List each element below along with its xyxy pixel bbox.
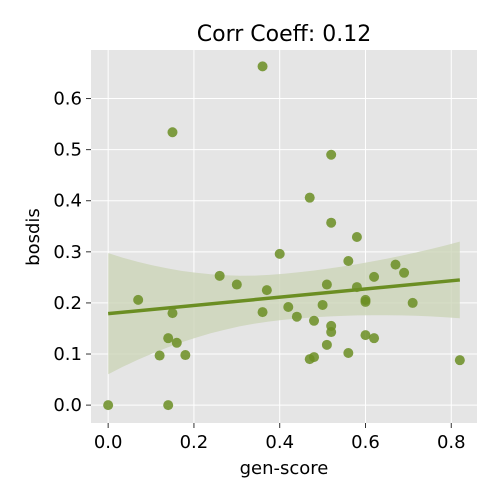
- data-point-10: [231, 279, 242, 290]
- y-tick-label-6: 0.6: [53, 89, 82, 110]
- y-tick-label-1: 0.1: [53, 344, 82, 365]
- data-point-37: [390, 259, 401, 270]
- data-point-8: [180, 350, 191, 361]
- data-point-36: [369, 333, 380, 344]
- data-point-24: [326, 149, 337, 160]
- data-point-27: [326, 327, 337, 338]
- data-point-22: [321, 279, 332, 290]
- data-point-29: [343, 347, 354, 358]
- data-point-0: [103, 400, 114, 411]
- data-point-19: [309, 315, 320, 326]
- data-point-33: [360, 296, 371, 307]
- y-tick-label-4: 0.4: [53, 191, 82, 212]
- x-tick-label-1: 0.2: [180, 432, 209, 453]
- data-point-17: [304, 192, 315, 203]
- data-point-35: [369, 271, 380, 282]
- data-point-23: [321, 339, 332, 350]
- data-point-39: [407, 297, 418, 308]
- data-point-5: [167, 127, 178, 138]
- y-tick-label-3: 0.3: [53, 242, 82, 263]
- data-point-4: [163, 400, 174, 411]
- data-point-12: [257, 307, 268, 318]
- data-points: [103, 61, 465, 411]
- data-point-38: [399, 267, 410, 278]
- data-point-2: [154, 350, 165, 361]
- x-tick-label-3: 0.6: [351, 432, 380, 453]
- data-point-3: [163, 333, 174, 344]
- data-point-40: [454, 355, 465, 366]
- data-point-15: [283, 302, 294, 313]
- data-point-21: [317, 299, 328, 310]
- chart-title: Corr Coeff: 0.12: [197, 22, 371, 47]
- x-tick-label-2: 0.4: [265, 432, 294, 453]
- y-axis-label: bosdis: [23, 208, 44, 266]
- plot-area: [91, 50, 477, 423]
- data-point-6: [167, 308, 178, 319]
- data-point-28: [343, 256, 354, 267]
- x-axis-ticks: 0.0 0.2 0.4 0.6 0.8: [94, 423, 466, 453]
- data-point-13: [261, 285, 272, 296]
- data-point-20: [309, 352, 320, 363]
- data-point-9: [214, 270, 225, 281]
- data-point-34: [360, 330, 371, 341]
- x-tick-label-4: 0.8: [437, 432, 466, 453]
- data-point-16: [291, 311, 302, 322]
- y-tick-label-2: 0.2: [53, 293, 82, 314]
- x-tick-label-0: 0.0: [94, 432, 123, 453]
- y-tick-label-0: 0.0: [53, 395, 82, 416]
- data-point-14: [274, 248, 285, 259]
- x-axis-label: gen-score: [240, 458, 329, 479]
- data-point-30: [351, 232, 362, 243]
- data-point-25: [326, 217, 337, 228]
- data-point-7: [171, 337, 182, 348]
- y-tick-label-5: 0.5: [53, 140, 82, 161]
- data-point-11: [257, 61, 268, 72]
- y-axis-ticks: 0.0 0.1 0.2 0.3 0.4 0.5 0.6: [53, 89, 91, 416]
- regression-line: [107, 278, 461, 316]
- data-point-1: [133, 294, 144, 305]
